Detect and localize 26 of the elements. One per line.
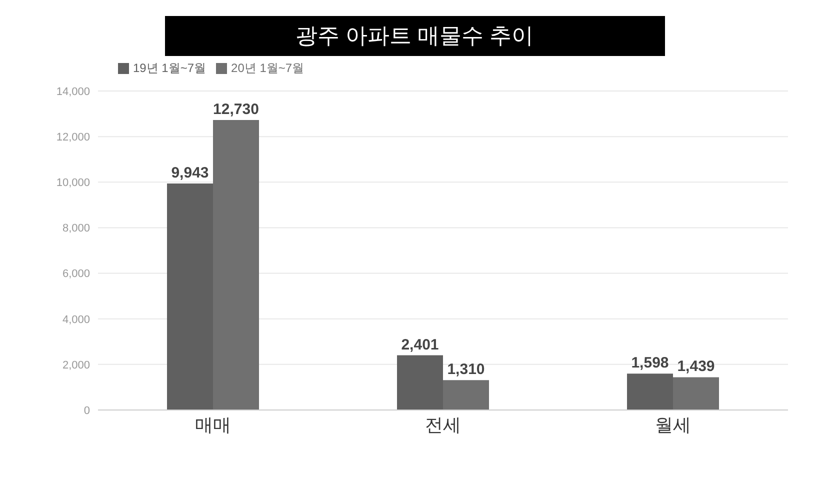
legend-label: 20년 1월~7월 xyxy=(231,61,304,75)
bar xyxy=(627,374,673,410)
bar xyxy=(397,355,443,410)
data-label: 2,401 xyxy=(401,336,439,354)
legend-label: 19년 1월~7월 xyxy=(133,61,206,75)
y-tick-label: 6,000 xyxy=(62,268,90,280)
y-tick-label: 0 xyxy=(84,404,90,417)
y-tick-label: 2,000 xyxy=(62,359,90,372)
y-tick-label: 14,000 xyxy=(56,86,90,98)
bar xyxy=(213,120,259,410)
data-label: 12,730 xyxy=(213,100,259,118)
data-label: 1,598 xyxy=(631,354,669,372)
y-tick-label: 4,000 xyxy=(62,314,90,326)
y-tick-label: 10,000 xyxy=(56,177,90,190)
y-tick-label: 12,000 xyxy=(56,131,90,144)
chart-title: 광주 아파트 매물수 추이 xyxy=(164,16,664,56)
y-tick-label: 8,000 xyxy=(62,222,90,235)
data-label: 1,439 xyxy=(677,358,715,376)
x-tick-label: 월세 xyxy=(655,414,691,435)
bar xyxy=(443,380,489,410)
bar xyxy=(673,377,719,410)
data-label: 1,310 xyxy=(447,361,485,378)
data-label: 9,943 xyxy=(171,164,209,182)
x-tick-label: 매매 xyxy=(195,414,231,435)
bar xyxy=(167,183,213,410)
x-tick-label: 전세 xyxy=(425,414,461,435)
